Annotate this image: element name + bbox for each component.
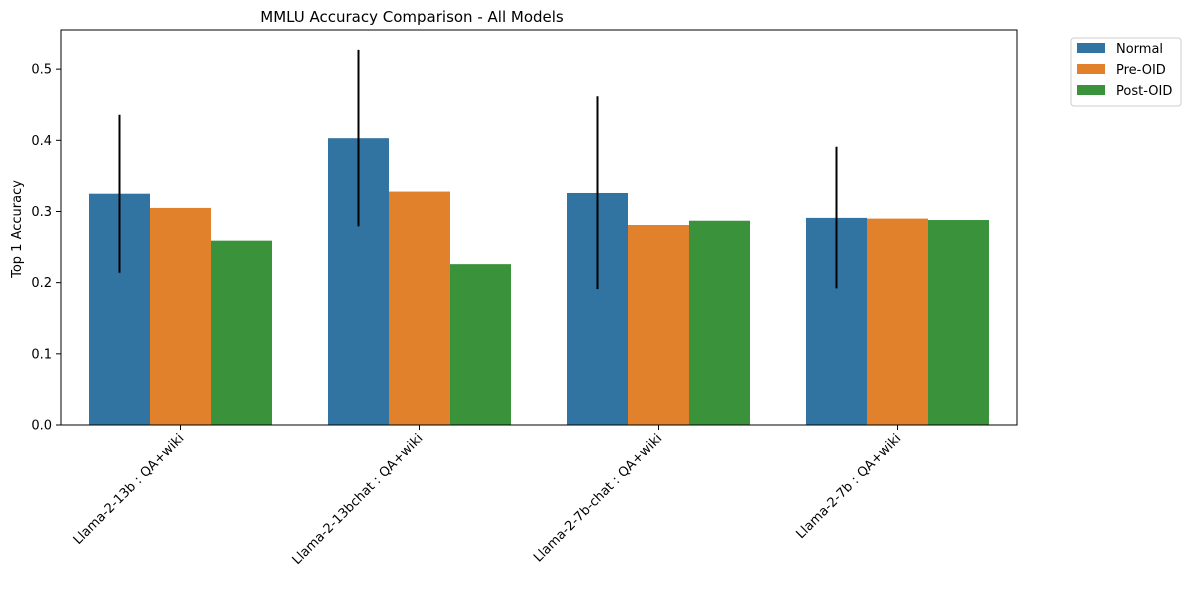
- y-tick-label-3: 0.3: [31, 205, 52, 220]
- bar-post-oid-2: [689, 220, 750, 425]
- y-tick-label-2: 0.2: [31, 276, 52, 291]
- x-tick-label-3: Llama-2-7b : QA+wiki: [794, 431, 905, 542]
- y-axis-label: Top 1 Accuracy: [10, 180, 25, 279]
- bar-pre-oid-3: [867, 218, 928, 425]
- legend-label-post-oid: Post-OID: [1116, 84, 1172, 99]
- chart-title: MMLU Accuracy Comparison - All Models: [260, 8, 564, 26]
- y-tick-label-5: 0.5: [31, 63, 52, 78]
- axes-frame: [60, 29, 1018, 426]
- y-tick-label-4: 0.4: [31, 134, 52, 149]
- bar-pre-oid-1: [389, 191, 450, 425]
- bar-post-oid-0: [211, 240, 272, 425]
- bar-pre-oid-0: [150, 207, 211, 425]
- legend-label-pre-oid: Pre-OID: [1116, 63, 1166, 78]
- x-tick-label-0: Llama-2-13b : QA+wiki: [71, 431, 188, 548]
- bar-pre-oid-2: [628, 225, 689, 425]
- bar-post-oid-3: [928, 220, 989, 425]
- bar-post-oid-1: [450, 264, 511, 425]
- legend-swatch-post-oid: [1077, 85, 1105, 95]
- y-tick-label-1: 0.1: [31, 347, 52, 362]
- legend-swatch-normal: [1077, 43, 1105, 53]
- plot-area: Llama-2-13b : QA+wiki Llama-2-13bchat : Q…: [31, 29, 1018, 568]
- x-tick-label-1: Llama-2-13bchat : QA+wiki: [290, 431, 427, 568]
- legend: Normal Pre-OID Post-OID: [1070, 37, 1182, 107]
- legend-label-normal: Normal: [1116, 42, 1163, 57]
- y-tick-label-0: 0.0: [31, 419, 52, 434]
- legend-swatch-pre-oid: [1077, 64, 1105, 74]
- x-tick-label-2: Llama-2-7b-chat : QA+wiki: [531, 431, 665, 565]
